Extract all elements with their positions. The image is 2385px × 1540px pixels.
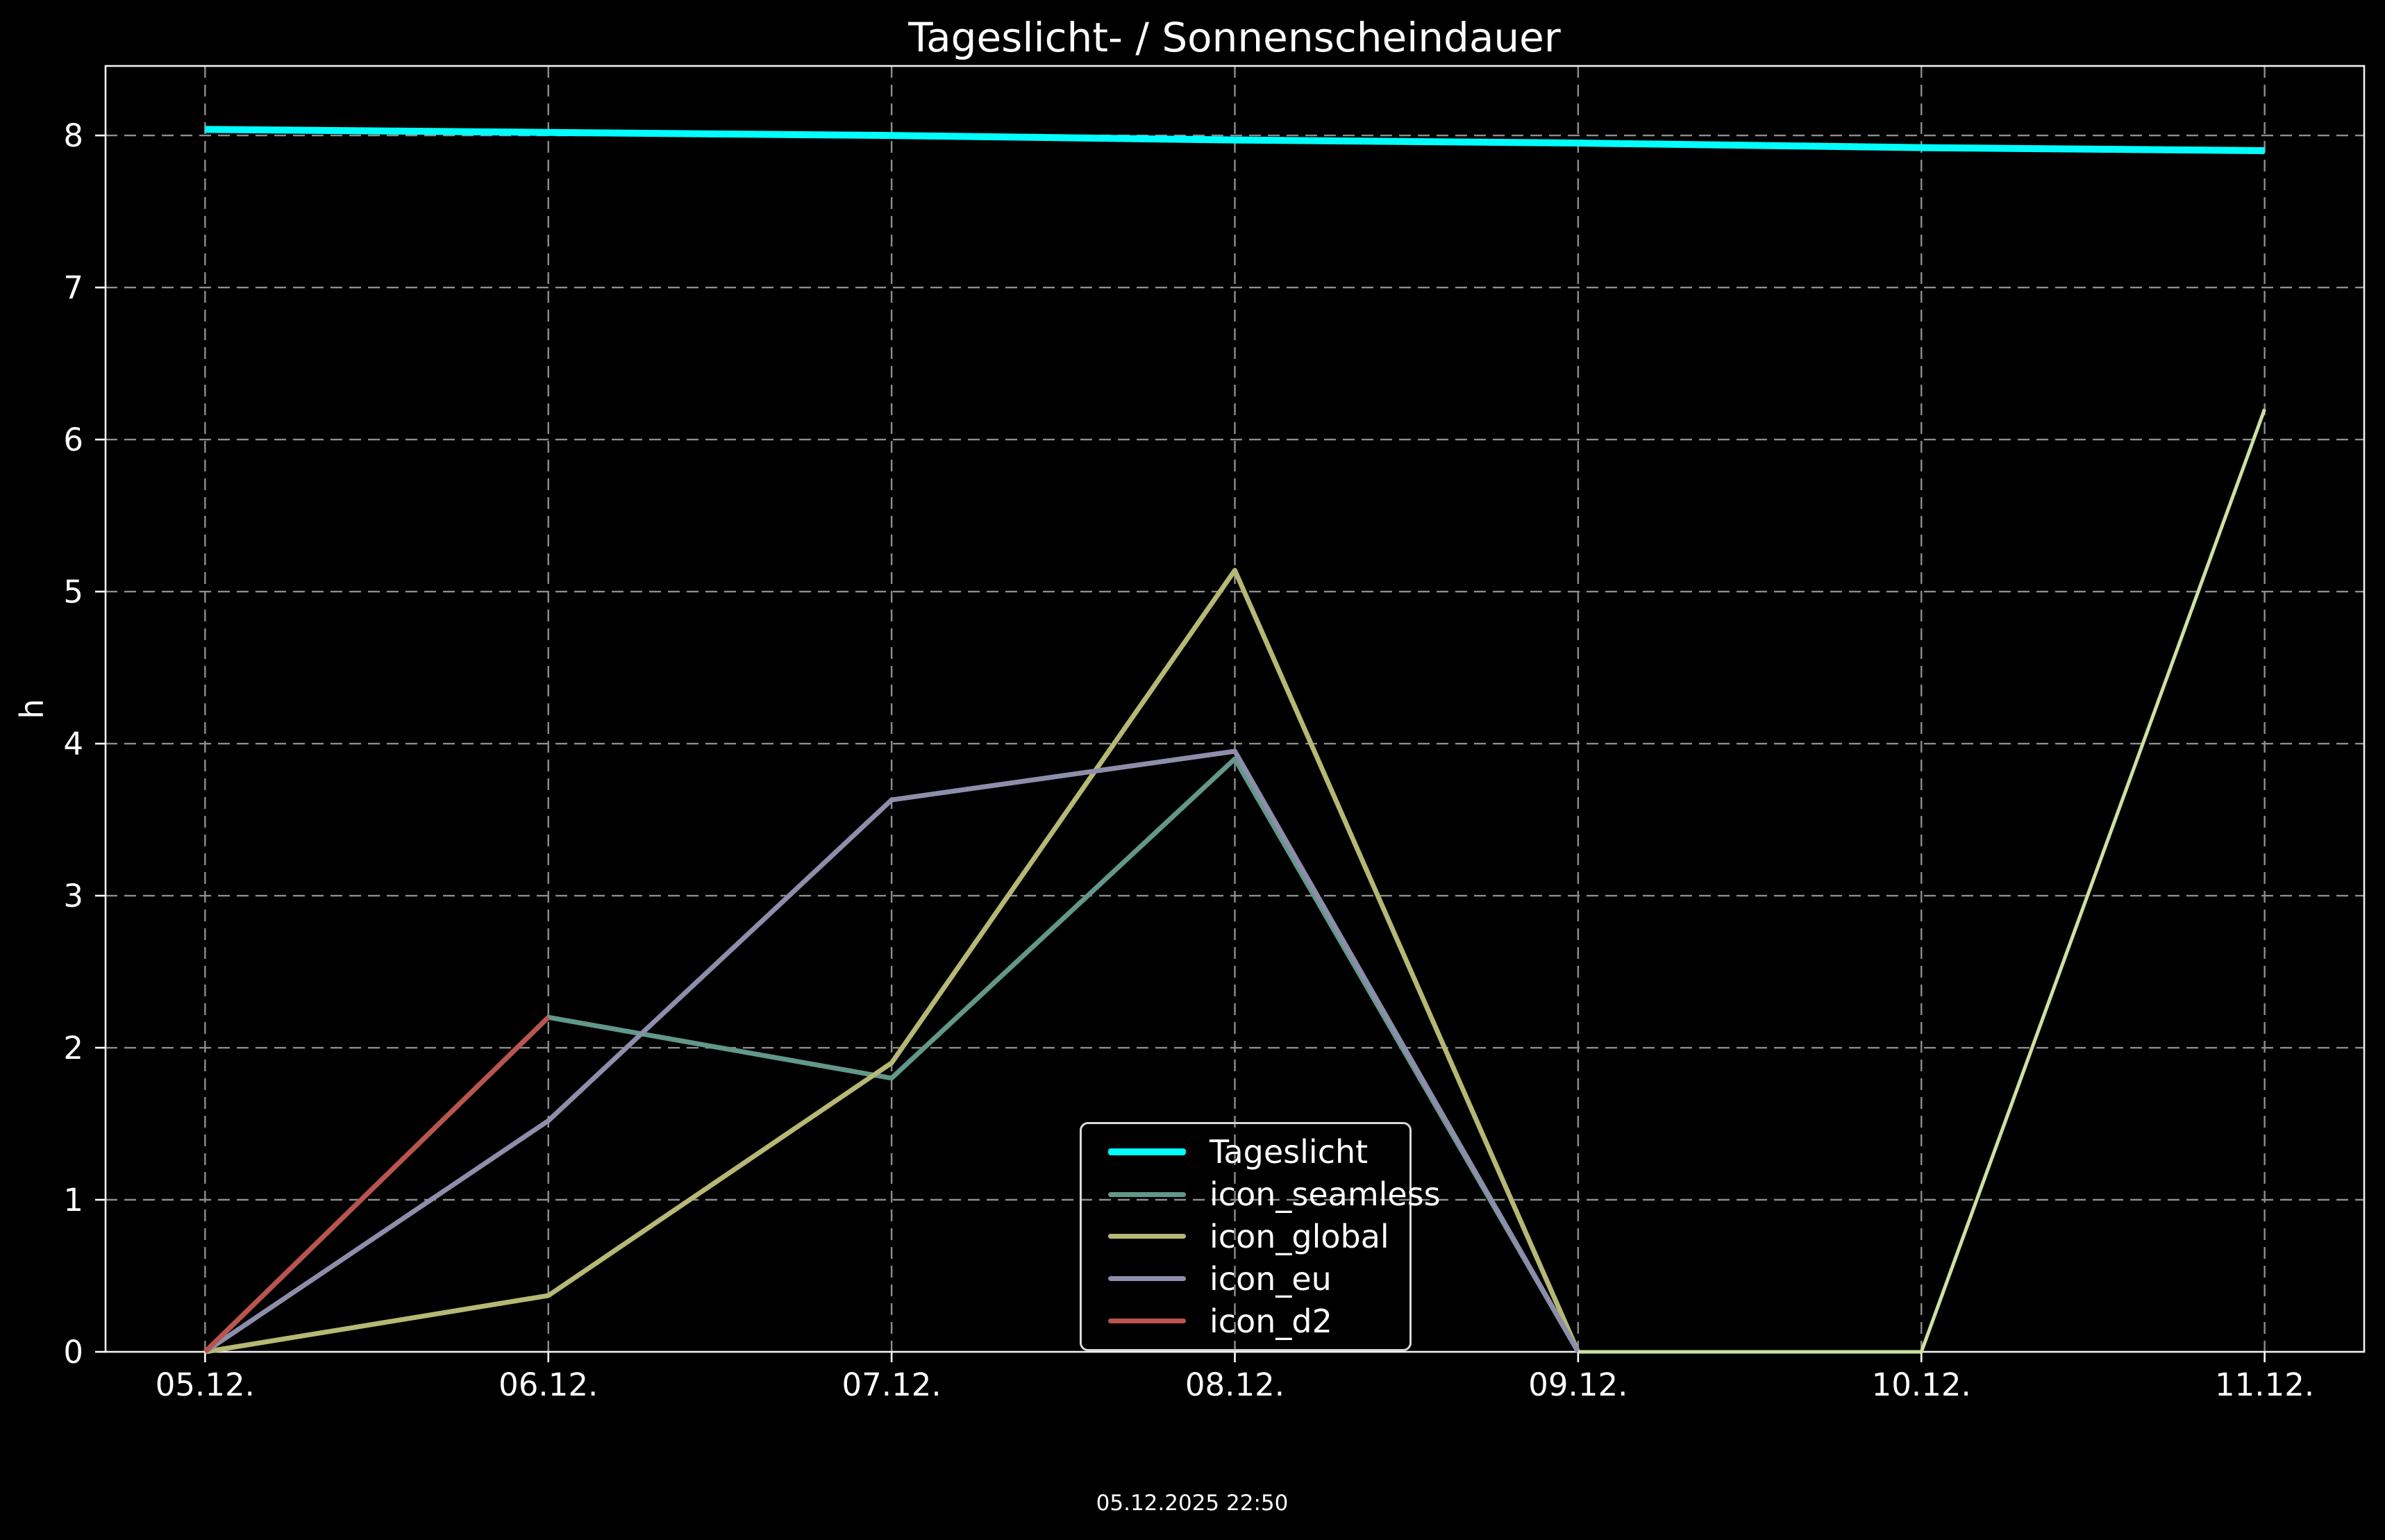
y-tick-label: 3: [63, 878, 83, 914]
legend-label: icon_d2: [1210, 1302, 1332, 1340]
y-tick-label: 2: [63, 1030, 83, 1066]
footer-timestamp: 05.12.2025 22:50: [1096, 1491, 1289, 1516]
plot-border: [104, 65, 2366, 1353]
x-tick-label: 10.12.: [1872, 1366, 1971, 1403]
legend-swatch-icon_d2: [1108, 1319, 1186, 1324]
legend-swatch-icon_global: [1108, 1234, 1186, 1239]
legend-row: icon_global: [1082, 1221, 1409, 1253]
y-tick-label: 0: [63, 1334, 83, 1371]
x-tick-label: 07.12.: [842, 1366, 942, 1403]
y-tick-label: 7: [63, 269, 83, 306]
legend-label: icon_seamless: [1210, 1175, 1441, 1214]
y-tick-label: 4: [63, 726, 83, 762]
legend-row: Tageslicht: [1082, 1136, 1409, 1168]
legend-swatch-icon_seamless: [1108, 1191, 1186, 1197]
series-line-icon_global: [204, 567, 1581, 1355]
legend-swatch-Tageslicht: [1108, 1148, 1186, 1156]
chart-title: Tageslicht- / Sonnenscheindauer: [907, 14, 1561, 61]
series-line-Tageslicht: [205, 126, 2265, 154]
y-tick-label: 8: [63, 117, 83, 154]
legend-label: icon_global: [1210, 1217, 1389, 1255]
legend-label: icon_eu: [1210, 1259, 1332, 1298]
legend-swatch-icon_eu: [1108, 1276, 1186, 1282]
y-axis-label: h: [13, 698, 51, 719]
y-tick-label: 6: [63, 421, 83, 458]
y-tick-label: 5: [63, 574, 83, 610]
legend-row: icon_seamless: [1082, 1178, 1441, 1210]
series-line-unlabeled_light_continuation: [1578, 408, 2266, 1354]
y-tick-label: 1: [63, 1182, 83, 1219]
x-tick-label: 08.12.: [1185, 1366, 1284, 1403]
x-tick-label: 11.12.: [2215, 1366, 2314, 1403]
x-tick-label: 05.12.: [156, 1366, 255, 1403]
series-line-icon_eu: [203, 748, 1580, 1354]
legend-label: Tageslicht: [1210, 1133, 1369, 1171]
x-tick-label: 06.12.: [499, 1366, 598, 1403]
x-tick-label: 09.12.: [1528, 1366, 1627, 1403]
legend-row: icon_eu: [1082, 1263, 1409, 1295]
legend: Tageslicht icon_seamless icon_global icon_e…: [1080, 1122, 1441, 1351]
series-line-icon_d2: [203, 1015, 551, 1354]
legend-row: icon_d2: [1082, 1305, 1409, 1337]
